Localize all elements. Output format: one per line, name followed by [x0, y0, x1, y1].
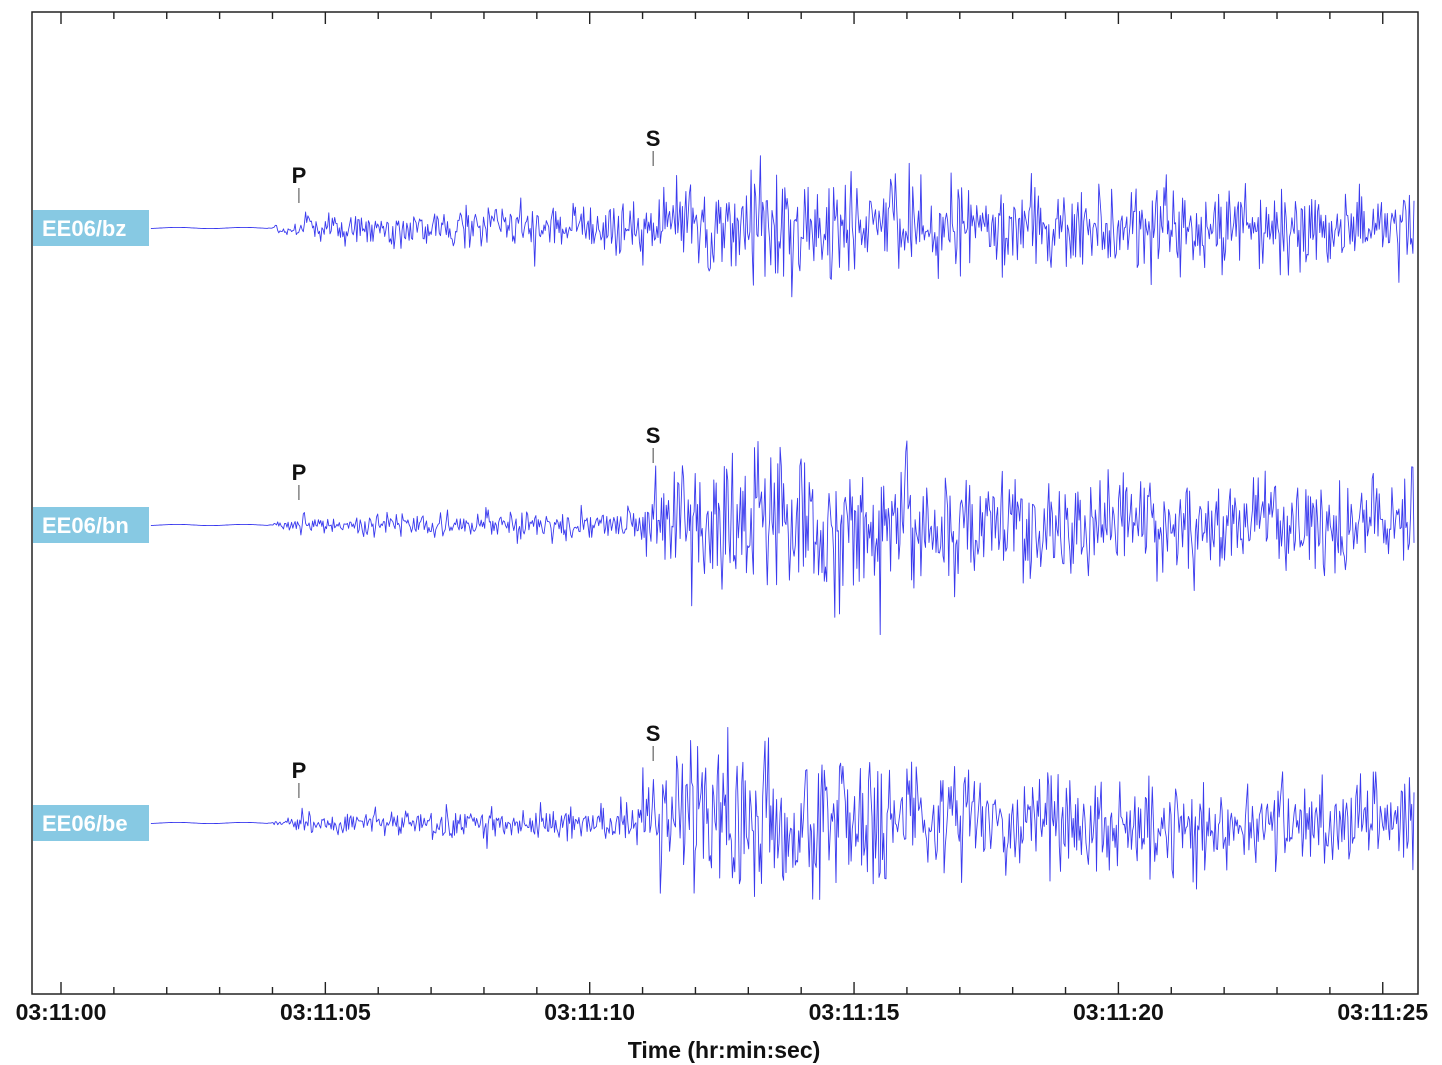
channel-label: EE06/bn: [42, 513, 129, 538]
channel-label-box: [33, 805, 149, 841]
phase-pick-label: S: [646, 423, 661, 448]
phase-pick-label: P: [292, 758, 307, 783]
channel-label-box: [33, 507, 149, 543]
x-tick-label: 03:11:20: [1073, 999, 1164, 1025]
trace-layer: [150, 155, 1415, 900]
phase-pick-label: P: [292, 163, 307, 188]
seismic-trace: [150, 726, 1415, 900]
x-tick-label: 03:11:10: [544, 999, 635, 1025]
plot-frame: [31, 11, 1419, 995]
channel-label-box: [33, 210, 149, 246]
phase-pick-label: S: [646, 721, 661, 746]
x-axis-title: Time (hr:min:sec): [628, 1037, 821, 1063]
x-tick-label: 03:11:25: [1337, 999, 1428, 1025]
label-layer: EE06/bz P S EE06/bn P S EE06/be P S: [33, 126, 660, 841]
tick-layer: 03:11:00 03:11:05 03:11:10 03:11:15 03:11:20…: [16, 12, 1428, 1025]
phase-pick-label: S: [646, 126, 661, 151]
phase-pick-label: P: [292, 460, 307, 485]
channel-label: EE06/bz: [42, 216, 126, 241]
x-tick-label: 03:11:00: [16, 999, 107, 1025]
seismic-trace: [150, 155, 1415, 298]
x-tick-label: 03:11:15: [809, 999, 900, 1025]
seismic-trace: [150, 440, 1415, 636]
x-tick-label: 03:11:05: [280, 999, 371, 1025]
channel-label: EE06/be: [42, 811, 128, 836]
